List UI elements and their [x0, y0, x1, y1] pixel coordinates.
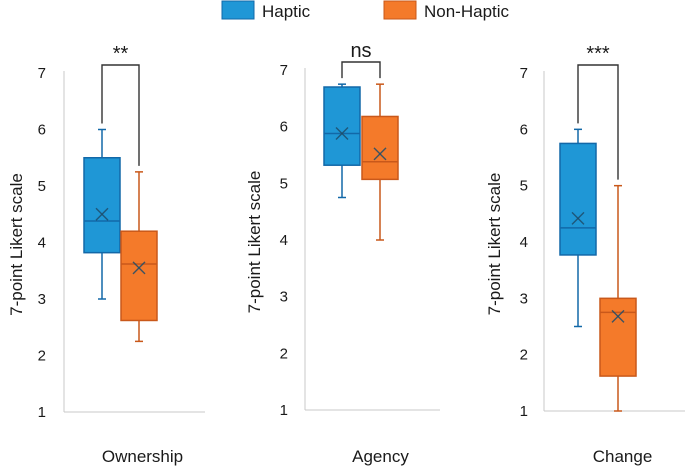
box-iqr	[120, 230, 158, 322]
box-non-haptic	[361, 83, 399, 241]
y-axis-label: 7-point Likert scale	[245, 171, 264, 314]
y-tick-label: 4	[280, 232, 288, 249]
significance-bracket: ***	[577, 43, 619, 180]
mean-marker-b	[611, 309, 625, 323]
y-tick-label: 6	[38, 122, 46, 139]
legend: Haptic Non-Haptic	[221, 0, 510, 21]
significance-bracket: **	[101, 43, 140, 166]
y-tick-label: 5	[520, 178, 528, 195]
box-non-haptic	[120, 171, 158, 343]
box-iqr	[323, 86, 361, 166]
y-tick-label: 3	[38, 291, 46, 308]
panel-change: 1 2 3 4 5 6 7 7-point Likert scale Change ***	[485, 43, 685, 466]
box-haptic	[559, 128, 597, 328]
bracket-line	[577, 64, 619, 180]
y-tick-label: 3	[280, 289, 288, 306]
y-tick-label: 4	[520, 234, 528, 251]
y-tick-label: 6	[280, 119, 288, 136]
y-tick-label: 3	[520, 290, 528, 307]
box-iqr	[361, 115, 399, 181]
y-axis-label: 7-point Likert scale	[485, 173, 504, 316]
mean-marker-b	[571, 211, 585, 225]
box-haptic	[323, 83, 361, 199]
y-tick-label: 2	[38, 348, 46, 365]
box-iqr	[559, 142, 597, 256]
x-category-label: Agency	[352, 447, 409, 466]
y-tick-label: 5	[280, 175, 288, 192]
mean-marker-b	[95, 207, 109, 221]
box-non-haptic	[599, 184, 637, 412]
legend-label-non-haptic: Non-Haptic	[424, 2, 510, 21]
bracket-line	[101, 64, 140, 166]
y-tick-label: 5	[38, 178, 46, 195]
panel-agency: 1 2 3 4 5 6 7 7-point Likert scale Agency ns	[245, 40, 440, 466]
y-axis-label: 7-point Likert scale	[7, 173, 26, 316]
panel-ownership: 1 2 3 4 5 6 7 7-point Likert scale Ownership **	[7, 43, 205, 466]
y-tick-label: 2	[520, 347, 528, 364]
y-tick-label: 2	[280, 345, 288, 362]
mean-marker-b	[132, 261, 146, 275]
mean-marker-b	[373, 147, 387, 161]
box-iqr	[83, 157, 121, 254]
y-tick-label: 7	[280, 62, 288, 79]
y-tick-label: 4	[38, 235, 46, 252]
significance-label: ns	[350, 40, 371, 62]
y-tick-label: 1	[38, 404, 46, 421]
y-tick-label: 6	[520, 121, 528, 138]
y-tick-label: 1	[520, 403, 528, 420]
mean-marker-b	[335, 126, 349, 140]
x-category-label: Ownership	[102, 447, 183, 466]
significance-bracket: ns	[341, 40, 381, 79]
y-tick-label: 1	[280, 402, 288, 419]
y-tick-label: 7	[38, 65, 46, 82]
legend-swatch-haptic	[221, 0, 255, 20]
box-iqr	[599, 297, 637, 377]
y-tick-label: 7	[520, 65, 528, 82]
box-haptic	[83, 128, 121, 300]
significance-label: **	[113, 43, 129, 65]
legend-swatch-non-haptic	[383, 0, 417, 20]
bracket-line	[341, 61, 381, 79]
significance-label: ***	[586, 43, 610, 65]
x-category-label: Change	[593, 447, 653, 466]
legend-label-haptic: Haptic	[262, 2, 311, 21]
